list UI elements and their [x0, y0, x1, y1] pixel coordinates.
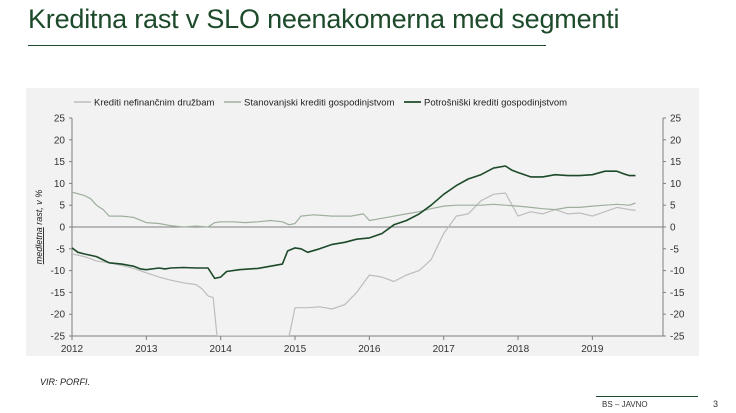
series-line-1: [72, 192, 636, 336]
series-line-3: [72, 165, 636, 280]
footer-label: BS – JAVNO: [602, 400, 648, 409]
y-tick-label-right: -5: [670, 244, 679, 255]
y-tick-label-left: -20: [51, 310, 66, 321]
line-chart: -25 -25 -20 -20 -15 -15 -10 -10 -5 -5 0 0 5 5 10 10 15 15…: [34, 98, 685, 356]
y-tick-label-right: -20: [670, 310, 685, 321]
y-tick-label-left: 5: [59, 201, 65, 212]
y-tick-label-right: 20: [670, 135, 682, 146]
x-tick-label: 2017: [433, 344, 456, 355]
y-tick-label-right: 25: [670, 114, 682, 125]
y-tick-label-left: -25: [51, 332, 66, 343]
y-tick-label-left: 25: [54, 114, 66, 125]
page-number: 3: [713, 399, 719, 409]
y-tick-label-left: 10: [54, 179, 66, 190]
y-tick-label-right: -25: [670, 332, 685, 343]
x-tick-label: 2013: [135, 344, 158, 355]
source-note: VIR: PORFI.: [40, 377, 91, 387]
slide-title: Kreditna rast v SLO neenakomerna med seg…: [28, 4, 620, 34]
y-tick-label-left: 0: [59, 223, 65, 234]
y-axis-title: medletna rast, v %: [34, 190, 44, 265]
x-tick-label: 2014: [210, 344, 233, 355]
title-underline: [28, 45, 546, 46]
y-tick-label-left: 20: [54, 135, 66, 146]
y-tick-label-right: 15: [670, 157, 682, 168]
legend-label-3: Potrošniški krediti gospodinjstvom: [424, 98, 567, 109]
y-tick-label-right: -15: [670, 288, 685, 299]
x-tick-label: 2019: [581, 344, 604, 355]
legend-label-2: Stanovanjski krediti gospodinjstvom: [244, 98, 395, 109]
x-tick-label: 2015: [284, 344, 307, 355]
y-tick-label-right: 5: [670, 201, 676, 212]
y-tick-label-left: -5: [56, 244, 65, 255]
x-tick-label: 2012: [61, 344, 84, 355]
y-tick-label-right: 10: [670, 179, 682, 190]
y-tick-label-left: -15: [51, 288, 66, 299]
x-tick-label: 2018: [507, 344, 530, 355]
series-line-2: [72, 191, 636, 228]
footer-rule: [596, 396, 698, 397]
y-tick-label-left: -10: [51, 266, 66, 277]
legend-label-1: Krediti nefinančnim družbam: [94, 98, 214, 109]
y-tick-label-left: 15: [54, 157, 66, 168]
chart-panel: -25 -25 -20 -20 -15 -15 -10 -10 -5 -5 0 0 5 5 10 10 15 15…: [26, 88, 699, 356]
y-tick-label-right: -10: [670, 266, 685, 277]
x-tick-label: 2016: [358, 344, 381, 355]
y-tick-label-right: 0: [670, 223, 676, 234]
